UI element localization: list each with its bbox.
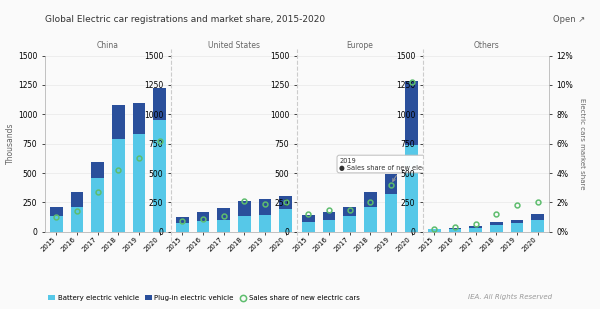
Bar [385,174,397,194]
Bar [71,207,83,232]
Legend: Battery electric vehicle, Plug-in electric vehicle, Sales share of new electric : Battery electric vehicle, Plug-in electr… [46,292,362,304]
Bar [280,196,292,210]
Bar [469,226,482,228]
Bar [449,228,461,229]
Y-axis label: Thousands: Thousands [6,123,15,164]
Bar [238,201,251,217]
Text: Global Electric car registrations and market share, 2015-2020: Global Electric car registrations and ma… [45,15,325,24]
Bar [490,225,503,232]
Bar [385,194,397,232]
Bar [302,222,314,232]
Bar [112,139,125,232]
Bar [197,212,209,221]
Bar [259,215,271,232]
Bar [50,207,62,217]
Bar [302,215,314,222]
Bar [490,222,503,225]
Bar [406,81,418,145]
Bar [133,103,145,134]
Bar [323,220,335,232]
Bar [428,229,440,232]
Bar [343,207,356,217]
Bar [91,177,104,232]
Bar [364,207,377,232]
Bar [532,220,544,232]
Bar [469,228,482,232]
Bar [154,120,166,232]
Text: United States: United States [208,41,260,50]
Bar [217,208,230,220]
Bar [511,220,523,223]
Bar [112,105,125,139]
Text: Europe: Europe [347,41,373,50]
Bar [238,217,251,232]
Text: 2019
● Sales share of new electric cars: 3.2%: 2019 ● Sales share of new electric cars:… [340,158,474,181]
Bar [133,134,145,232]
Text: Others: Others [473,41,499,50]
Bar [91,162,104,177]
Bar [406,145,418,232]
Bar [176,217,188,223]
Text: Open ↗: Open ↗ [553,15,585,24]
Text: IEA. All Rights Reserved: IEA. All Rights Reserved [468,294,552,300]
Bar [154,88,166,120]
Bar [71,192,83,207]
Bar [343,217,356,232]
Bar [259,199,271,215]
Bar [50,217,62,232]
Bar [217,220,230,232]
Bar [511,223,523,232]
Y-axis label: Electric cars market share: Electric cars market share [579,98,585,189]
Bar [280,210,292,232]
Bar [364,192,377,207]
Text: China: China [97,41,119,50]
Bar [449,229,461,232]
Bar [197,221,209,232]
Bar [176,223,188,232]
Bar [532,214,544,220]
Bar [323,212,335,220]
